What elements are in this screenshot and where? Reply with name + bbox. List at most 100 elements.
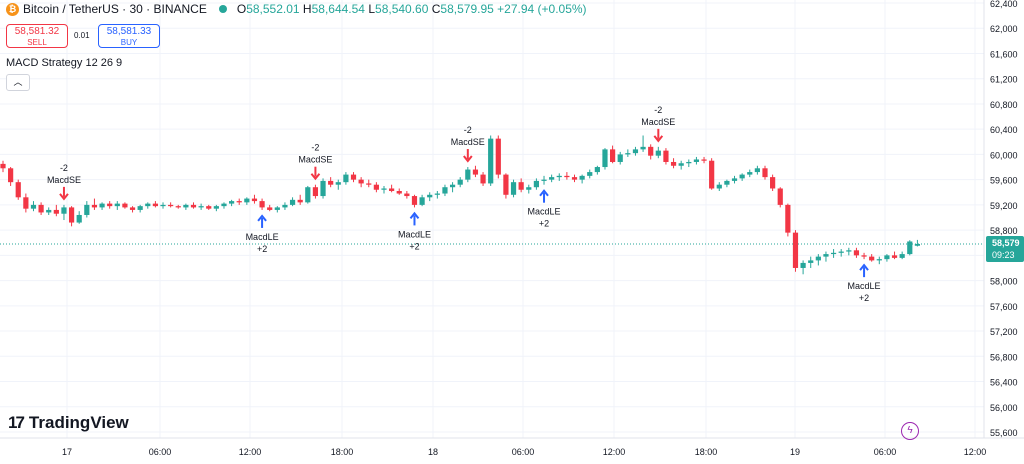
candle-body xyxy=(404,193,410,197)
candle xyxy=(449,182,456,193)
candle-body xyxy=(259,201,265,208)
arrow-up-icon xyxy=(257,214,267,222)
candle xyxy=(411,194,418,208)
price-tick-label: 60,000 xyxy=(990,150,1018,160)
candle-body xyxy=(229,201,235,204)
lightning-icon[interactable]: ϟ xyxy=(901,422,919,440)
candle-body xyxy=(556,175,562,178)
candle xyxy=(891,251,898,260)
candle-body xyxy=(488,138,494,184)
candle xyxy=(747,169,753,178)
candle-body xyxy=(678,163,684,166)
candle xyxy=(724,179,730,188)
candle xyxy=(396,188,402,195)
candle xyxy=(754,165,760,175)
candle-body xyxy=(571,177,578,180)
candle xyxy=(526,184,532,194)
candle-body xyxy=(152,203,158,207)
chevron-up-icon[interactable]: ︿ xyxy=(6,74,30,91)
price-tick-label: 60,400 xyxy=(990,125,1018,135)
candle-body xyxy=(686,161,692,164)
candle-body xyxy=(53,209,59,214)
candle-body xyxy=(419,197,425,205)
time-tick-label: 12:00 xyxy=(964,447,987,457)
candle xyxy=(15,179,21,200)
arrow-down-icon xyxy=(310,173,321,181)
candle xyxy=(853,247,860,258)
candle-body xyxy=(251,198,258,202)
time-tick-label: 06:00 xyxy=(512,447,535,457)
strategy-signals: -2 MacdSE MacdLE +2 -2 MacdSE MacdLE +2 -2 MacdSE… xyxy=(47,105,881,303)
candle xyxy=(564,172,570,180)
candle xyxy=(488,135,494,186)
time-tick-label: 06:00 xyxy=(149,447,172,457)
signal-label: +2 xyxy=(257,244,267,254)
candle xyxy=(30,201,37,212)
candle xyxy=(335,179,341,190)
candle xyxy=(53,204,59,217)
candle-body xyxy=(61,207,67,214)
candle xyxy=(183,203,189,210)
candle-body xyxy=(823,254,829,257)
candle xyxy=(137,204,143,213)
candle-body xyxy=(617,154,623,162)
candle xyxy=(571,174,578,183)
candle-body xyxy=(830,252,837,255)
signal-label: -2 xyxy=(311,143,319,153)
candle xyxy=(198,203,204,210)
buy-price: 58,581.33 xyxy=(106,26,152,37)
candle-body xyxy=(800,262,806,268)
price-tick-label: 56,400 xyxy=(990,378,1018,388)
candle xyxy=(99,202,105,210)
candle xyxy=(61,204,67,221)
candle xyxy=(465,167,471,183)
candle xyxy=(259,198,265,210)
candle xyxy=(312,184,319,199)
symbol-title[interactable]: Bitcoin / TetherUS · 30 · BINANCE xyxy=(23,2,207,16)
candle xyxy=(343,172,349,185)
candle xyxy=(716,182,722,192)
candle xyxy=(68,206,75,227)
time-tick-label: 18:00 xyxy=(331,447,354,457)
candle xyxy=(907,240,913,256)
signal-label: -2 xyxy=(654,105,662,115)
candle-body xyxy=(884,255,890,260)
price-tick-label: 61,200 xyxy=(990,75,1018,85)
candle-body xyxy=(206,206,212,209)
candle xyxy=(495,135,501,179)
candle-body xyxy=(122,203,128,208)
candle xyxy=(46,207,52,215)
candle-body xyxy=(30,204,37,209)
candle xyxy=(168,202,174,208)
price-tick-label: 61,600 xyxy=(990,49,1018,59)
candle-body xyxy=(465,169,471,180)
bitcoin-icon: ₿ xyxy=(6,2,19,16)
candle xyxy=(625,149,631,157)
candle xyxy=(731,175,738,184)
candle xyxy=(91,198,98,210)
candle xyxy=(838,249,844,257)
candle xyxy=(442,184,448,197)
tradingview-logo[interactable]: 17 TradingView xyxy=(8,413,129,433)
candle xyxy=(533,178,539,190)
countdown-value: 09:23 xyxy=(992,250,1015,260)
time-tick-label: 19 xyxy=(790,447,800,457)
signal-label: MacdLE xyxy=(848,281,881,291)
arrow-down-icon xyxy=(59,193,69,201)
candle xyxy=(122,202,128,209)
candle-body xyxy=(869,256,875,261)
indicator-label[interactable]: MACD Strategy 12 26 9 xyxy=(6,57,123,69)
buy-button[interactable]: 58,581.33 BUY xyxy=(98,24,160,48)
candle-body xyxy=(236,201,242,203)
candles xyxy=(0,135,920,275)
candle-body xyxy=(68,207,75,223)
candle-body xyxy=(198,206,204,208)
candle-body xyxy=(564,175,570,178)
candle-body xyxy=(495,138,501,175)
candle-body xyxy=(610,149,616,162)
arrow-up-icon xyxy=(409,211,420,220)
sell-button[interactable]: 58,581.32 SELL xyxy=(6,24,68,48)
candle xyxy=(236,198,242,205)
ohlc-values: O58,552.01 H58,644.54 L58,540.60 C58,579… xyxy=(236,2,587,16)
